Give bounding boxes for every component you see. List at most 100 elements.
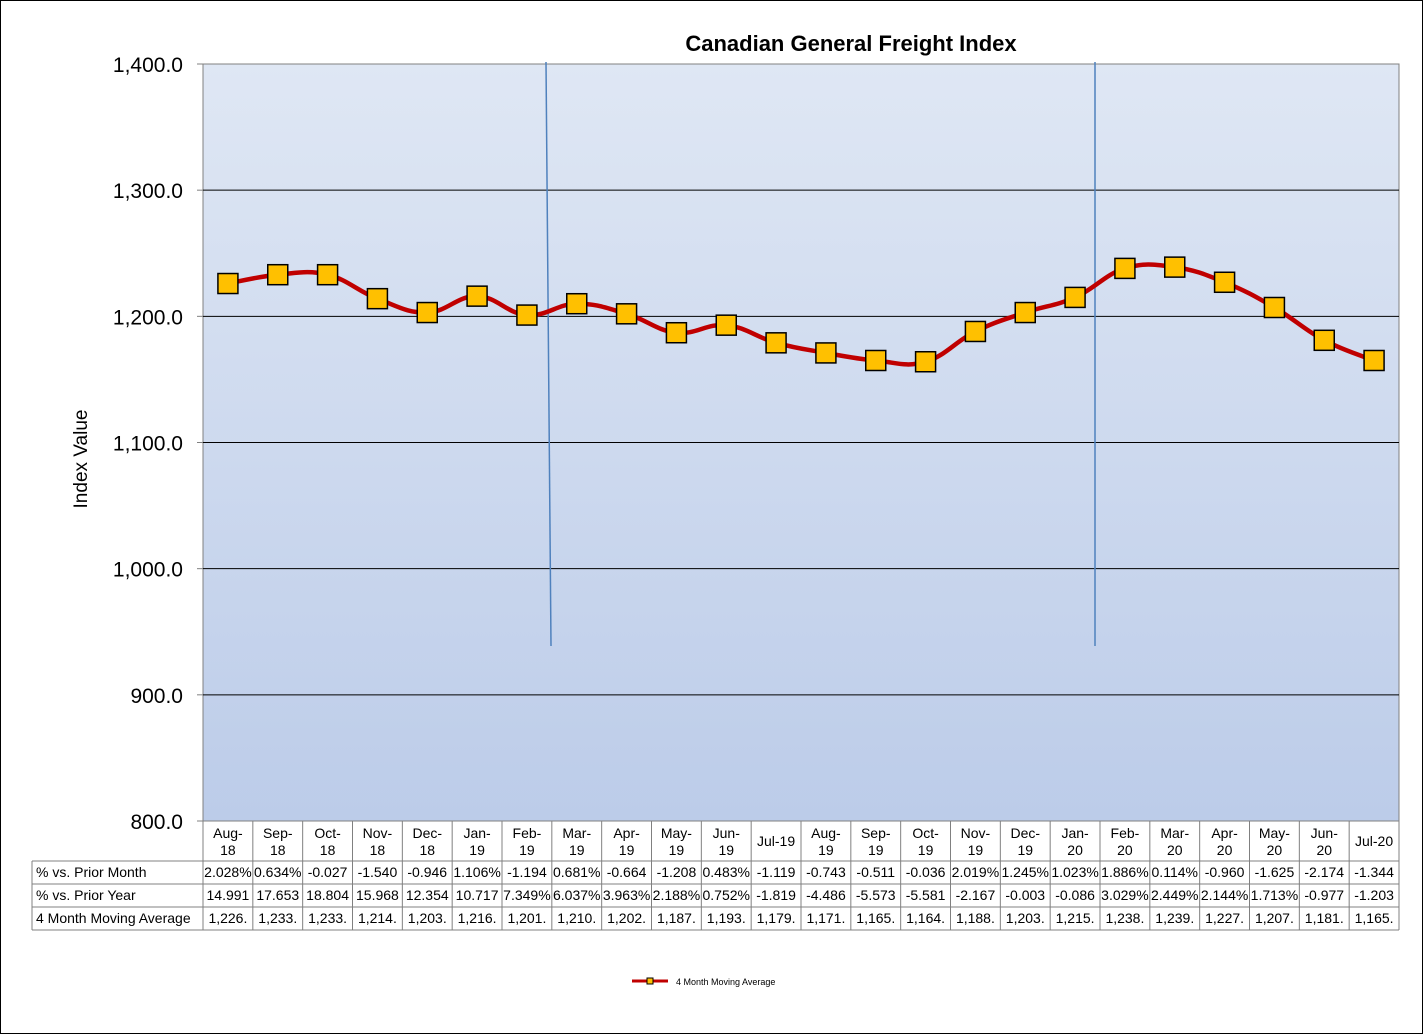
legend-label: 4 Month Moving Average bbox=[676, 977, 775, 987]
table-cell: -0.027 bbox=[308, 864, 348, 880]
table-cell: 1,238. bbox=[1105, 910, 1144, 926]
data-table: Aug-18Sep-18Oct-18Nov-18Dec-18Jan-19Feb-… bbox=[31, 821, 1400, 931]
table-cell: 3.963% bbox=[603, 887, 650, 903]
x-tick-label: 19 bbox=[469, 842, 485, 858]
data-point bbox=[1014, 301, 1036, 324]
table-cell: -1.119 bbox=[757, 864, 796, 880]
table-cell: 18.804 bbox=[306, 887, 349, 903]
table-cell: 1,188. bbox=[956, 910, 995, 926]
data-point bbox=[964, 320, 987, 343]
table-cell: 3.029% bbox=[1101, 887, 1148, 903]
x-tick-label: Jun- bbox=[1311, 825, 1339, 841]
y-tick-label: 1,300.0 bbox=[113, 180, 183, 203]
table-cell: -0.036 bbox=[906, 864, 946, 880]
x-tick-label: 19 bbox=[569, 842, 585, 858]
x-tick-label: Mar- bbox=[562, 825, 591, 841]
table-cell: 0.483% bbox=[703, 864, 750, 880]
x-tick-label: Apr- bbox=[1211, 825, 1238, 841]
table-cell: 1,193. bbox=[707, 910, 746, 926]
table-cell: 1,171. bbox=[806, 910, 845, 926]
table-cell: -1.540 bbox=[358, 864, 398, 880]
table-cell: 1.023% bbox=[1051, 864, 1098, 880]
table-cell: -0.946 bbox=[407, 864, 447, 880]
data-point bbox=[466, 285, 488, 307]
x-tick-label: Jul-20 bbox=[1355, 833, 1393, 849]
x-tick-label: 20 bbox=[1167, 842, 1183, 858]
x-tick-label: 18 bbox=[370, 842, 386, 858]
data-point bbox=[1164, 256, 1186, 278]
table-cell: 1,227. bbox=[1205, 910, 1244, 926]
y-tick-label: 1,000.0 bbox=[113, 559, 183, 582]
x-tick-label: 19 bbox=[669, 842, 685, 858]
x-tick-label: Aug- bbox=[811, 825, 841, 841]
x-tick-label: 19 bbox=[718, 842, 734, 858]
reference-lines bbox=[545, 61, 1096, 647]
table-cell: 7.349% bbox=[503, 887, 550, 903]
x-tick-label: 20 bbox=[1217, 842, 1233, 858]
table-cell: 2.449% bbox=[1151, 887, 1198, 903]
x-tick-label: 19 bbox=[619, 842, 635, 858]
y-tick-label: 900.0 bbox=[130, 685, 183, 708]
data-point bbox=[615, 303, 638, 325]
table-cell: 1,226. bbox=[208, 910, 247, 926]
legend: 4 Month Moving Average bbox=[632, 977, 775, 987]
table-cell: 1,239. bbox=[1155, 910, 1194, 926]
x-tick-label: 20 bbox=[1316, 842, 1332, 858]
x-tick-label: Apr- bbox=[613, 825, 640, 841]
table-cell: 1,179. bbox=[757, 910, 796, 926]
table-cell: -0.743 bbox=[806, 864, 846, 880]
table-cell: -0.511 bbox=[856, 864, 895, 880]
table-cell: -1.625 bbox=[1255, 864, 1295, 880]
table-cell: 1,164. bbox=[906, 910, 945, 926]
table-cell: -5.573 bbox=[856, 887, 896, 903]
table-cell: 1,187. bbox=[657, 910, 696, 926]
table-cell: -0.960 bbox=[1205, 864, 1245, 880]
x-tick-label: 19 bbox=[1017, 842, 1033, 858]
table-cell: -0.977 bbox=[1304, 887, 1344, 903]
data-point bbox=[516, 304, 538, 326]
x-tick-label: Feb- bbox=[1111, 825, 1140, 841]
x-tick-label: Dec- bbox=[1010, 825, 1040, 841]
table-cell: 1,201. bbox=[507, 910, 546, 926]
y-tick-label: 1,200.0 bbox=[113, 306, 183, 329]
x-tick-label: Dec- bbox=[412, 825, 442, 841]
table-cell: -0.086 bbox=[1055, 887, 1095, 903]
table-cell: 0.634% bbox=[254, 864, 301, 880]
x-tick-label: Jan- bbox=[463, 825, 491, 841]
reference-line bbox=[545, 61, 552, 647]
data-point bbox=[267, 263, 289, 286]
table-cell: 0.114% bbox=[1152, 864, 1198, 880]
table-cell: 1,207. bbox=[1255, 910, 1294, 926]
x-tick-label: 20 bbox=[1267, 842, 1283, 858]
legend-marker bbox=[646, 977, 654, 985]
table-cell: 1,216. bbox=[458, 910, 497, 926]
table-cell: -1.819 bbox=[756, 887, 796, 903]
x-tick-label: 19 bbox=[968, 842, 984, 858]
data-point bbox=[715, 314, 737, 336]
y-tick-label: 800.0 bbox=[130, 811, 183, 834]
data-point bbox=[1363, 349, 1385, 372]
x-tick-label: 19 bbox=[519, 842, 535, 858]
table-cell: 12.354 bbox=[406, 887, 449, 903]
table-cell: 1,165. bbox=[1355, 910, 1394, 926]
x-tick-label: 19 bbox=[868, 842, 884, 858]
x-tick-label: 18 bbox=[419, 842, 435, 858]
table-cell: 1.886% bbox=[1101, 864, 1148, 880]
x-tick-label: Feb- bbox=[513, 825, 542, 841]
table-cell: 1,203. bbox=[1006, 910, 1045, 926]
table-cell: 15.968 bbox=[356, 887, 399, 903]
x-tick-label: 20 bbox=[1067, 842, 1083, 858]
chart-title: Canadian General Freight Index bbox=[685, 31, 1017, 56]
x-tick-label: Oct- bbox=[314, 825, 341, 841]
x-tick-label: Nov- bbox=[363, 825, 393, 841]
data-point bbox=[217, 272, 239, 295]
x-tick-label: Jan- bbox=[1061, 825, 1089, 841]
y-tick-label: 1,100.0 bbox=[113, 433, 183, 456]
table-cell: -0.664 bbox=[607, 864, 647, 880]
data-point bbox=[765, 332, 787, 354]
x-tick-label: Sep- bbox=[861, 825, 891, 841]
table-cell: -2.167 bbox=[956, 887, 996, 903]
x-tick-label: May- bbox=[661, 825, 692, 841]
data-point bbox=[316, 263, 339, 286]
table-cell: 1,202. bbox=[607, 910, 646, 926]
